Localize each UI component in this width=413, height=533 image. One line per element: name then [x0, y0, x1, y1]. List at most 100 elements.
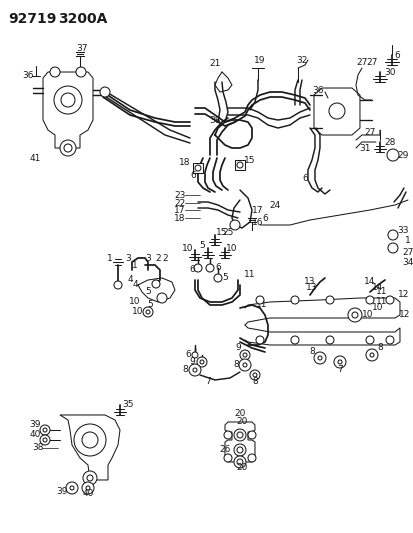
Text: 8: 8 — [233, 360, 238, 369]
Text: 10: 10 — [371, 303, 383, 312]
Circle shape — [385, 296, 393, 304]
Text: 38: 38 — [209, 116, 220, 125]
Circle shape — [188, 364, 200, 376]
Text: 12: 12 — [398, 311, 410, 319]
Text: 39: 39 — [56, 488, 68, 496]
Text: 8: 8 — [376, 343, 382, 352]
Text: 17: 17 — [252, 206, 263, 214]
Circle shape — [43, 438, 47, 442]
Text: 15: 15 — [244, 156, 255, 165]
Circle shape — [66, 482, 78, 494]
Circle shape — [385, 336, 393, 344]
Polygon shape — [224, 422, 254, 462]
Text: 3200A: 3200A — [58, 12, 107, 26]
Text: 7: 7 — [336, 366, 342, 375]
Circle shape — [54, 86, 82, 114]
Circle shape — [236, 432, 242, 438]
Circle shape — [70, 486, 74, 490]
Circle shape — [365, 349, 377, 361]
Circle shape — [197, 357, 206, 367]
Circle shape — [206, 264, 214, 272]
Text: 17: 17 — [174, 206, 185, 214]
Circle shape — [230, 220, 240, 230]
Text: 8: 8 — [182, 366, 188, 375]
Circle shape — [325, 336, 333, 344]
Text: 27: 27 — [363, 127, 375, 136]
Text: 31: 31 — [358, 143, 370, 152]
Text: 6: 6 — [261, 214, 267, 222]
Circle shape — [50, 67, 60, 77]
Text: 34: 34 — [401, 257, 413, 266]
Text: 6: 6 — [185, 351, 190, 359]
Circle shape — [255, 296, 263, 304]
Circle shape — [152, 280, 159, 288]
Circle shape — [249, 370, 259, 380]
Text: 18: 18 — [179, 158, 190, 166]
Text: 14: 14 — [363, 278, 375, 287]
Text: 15: 15 — [216, 228, 227, 237]
Text: 6: 6 — [393, 51, 399, 60]
Circle shape — [194, 264, 202, 272]
Circle shape — [290, 296, 298, 304]
Circle shape — [255, 336, 263, 344]
Text: 40: 40 — [82, 489, 93, 498]
Text: 6: 6 — [190, 171, 195, 180]
Text: 5: 5 — [199, 240, 204, 249]
Text: 20: 20 — [236, 464, 247, 472]
Circle shape — [86, 486, 90, 490]
Text: 28: 28 — [383, 138, 395, 147]
Text: 11: 11 — [375, 287, 387, 296]
Circle shape — [192, 368, 197, 372]
Text: 1: 1 — [107, 254, 113, 262]
Circle shape — [223, 431, 231, 439]
Text: 39: 39 — [29, 421, 40, 430]
Text: 16: 16 — [252, 217, 263, 227]
Text: 92719: 92719 — [8, 12, 56, 26]
Text: 9: 9 — [235, 343, 240, 352]
Circle shape — [100, 87, 110, 97]
Circle shape — [313, 352, 325, 364]
Circle shape — [236, 447, 242, 453]
Text: 27: 27 — [356, 58, 367, 67]
Text: 25: 25 — [222, 228, 233, 237]
Circle shape — [192, 352, 197, 358]
Text: 22: 22 — [174, 198, 185, 207]
Text: 29: 29 — [396, 150, 408, 159]
Circle shape — [82, 432, 98, 448]
Circle shape — [333, 356, 345, 368]
Circle shape — [247, 431, 255, 439]
Text: 3: 3 — [145, 254, 150, 262]
Text: 14: 14 — [371, 284, 383, 293]
Circle shape — [365, 296, 373, 304]
Text: 9: 9 — [189, 358, 195, 367]
Circle shape — [242, 363, 247, 367]
Circle shape — [83, 471, 97, 485]
Circle shape — [386, 149, 398, 161]
Circle shape — [76, 67, 86, 77]
Circle shape — [317, 356, 321, 360]
Circle shape — [114, 281, 122, 289]
Circle shape — [40, 435, 50, 445]
Text: 10: 10 — [129, 297, 140, 306]
Text: 8: 8 — [309, 348, 314, 357]
Text: 3: 3 — [125, 254, 131, 262]
Circle shape — [236, 162, 242, 168]
Text: 27: 27 — [366, 58, 377, 67]
Text: 8: 8 — [252, 377, 257, 386]
Circle shape — [146, 310, 150, 314]
Circle shape — [236, 459, 242, 465]
Text: 20: 20 — [234, 409, 245, 418]
Circle shape — [290, 336, 298, 344]
Text: 41: 41 — [29, 154, 40, 163]
Text: 7: 7 — [204, 377, 210, 386]
Polygon shape — [43, 72, 93, 148]
Text: 10: 10 — [361, 311, 373, 319]
Circle shape — [252, 373, 256, 377]
Circle shape — [242, 353, 247, 357]
Text: 24: 24 — [269, 200, 280, 209]
FancyBboxPatch shape — [235, 160, 244, 170]
Text: 19: 19 — [254, 55, 265, 64]
Circle shape — [64, 144, 72, 152]
Text: 4: 4 — [127, 276, 133, 285]
Circle shape — [233, 456, 245, 468]
